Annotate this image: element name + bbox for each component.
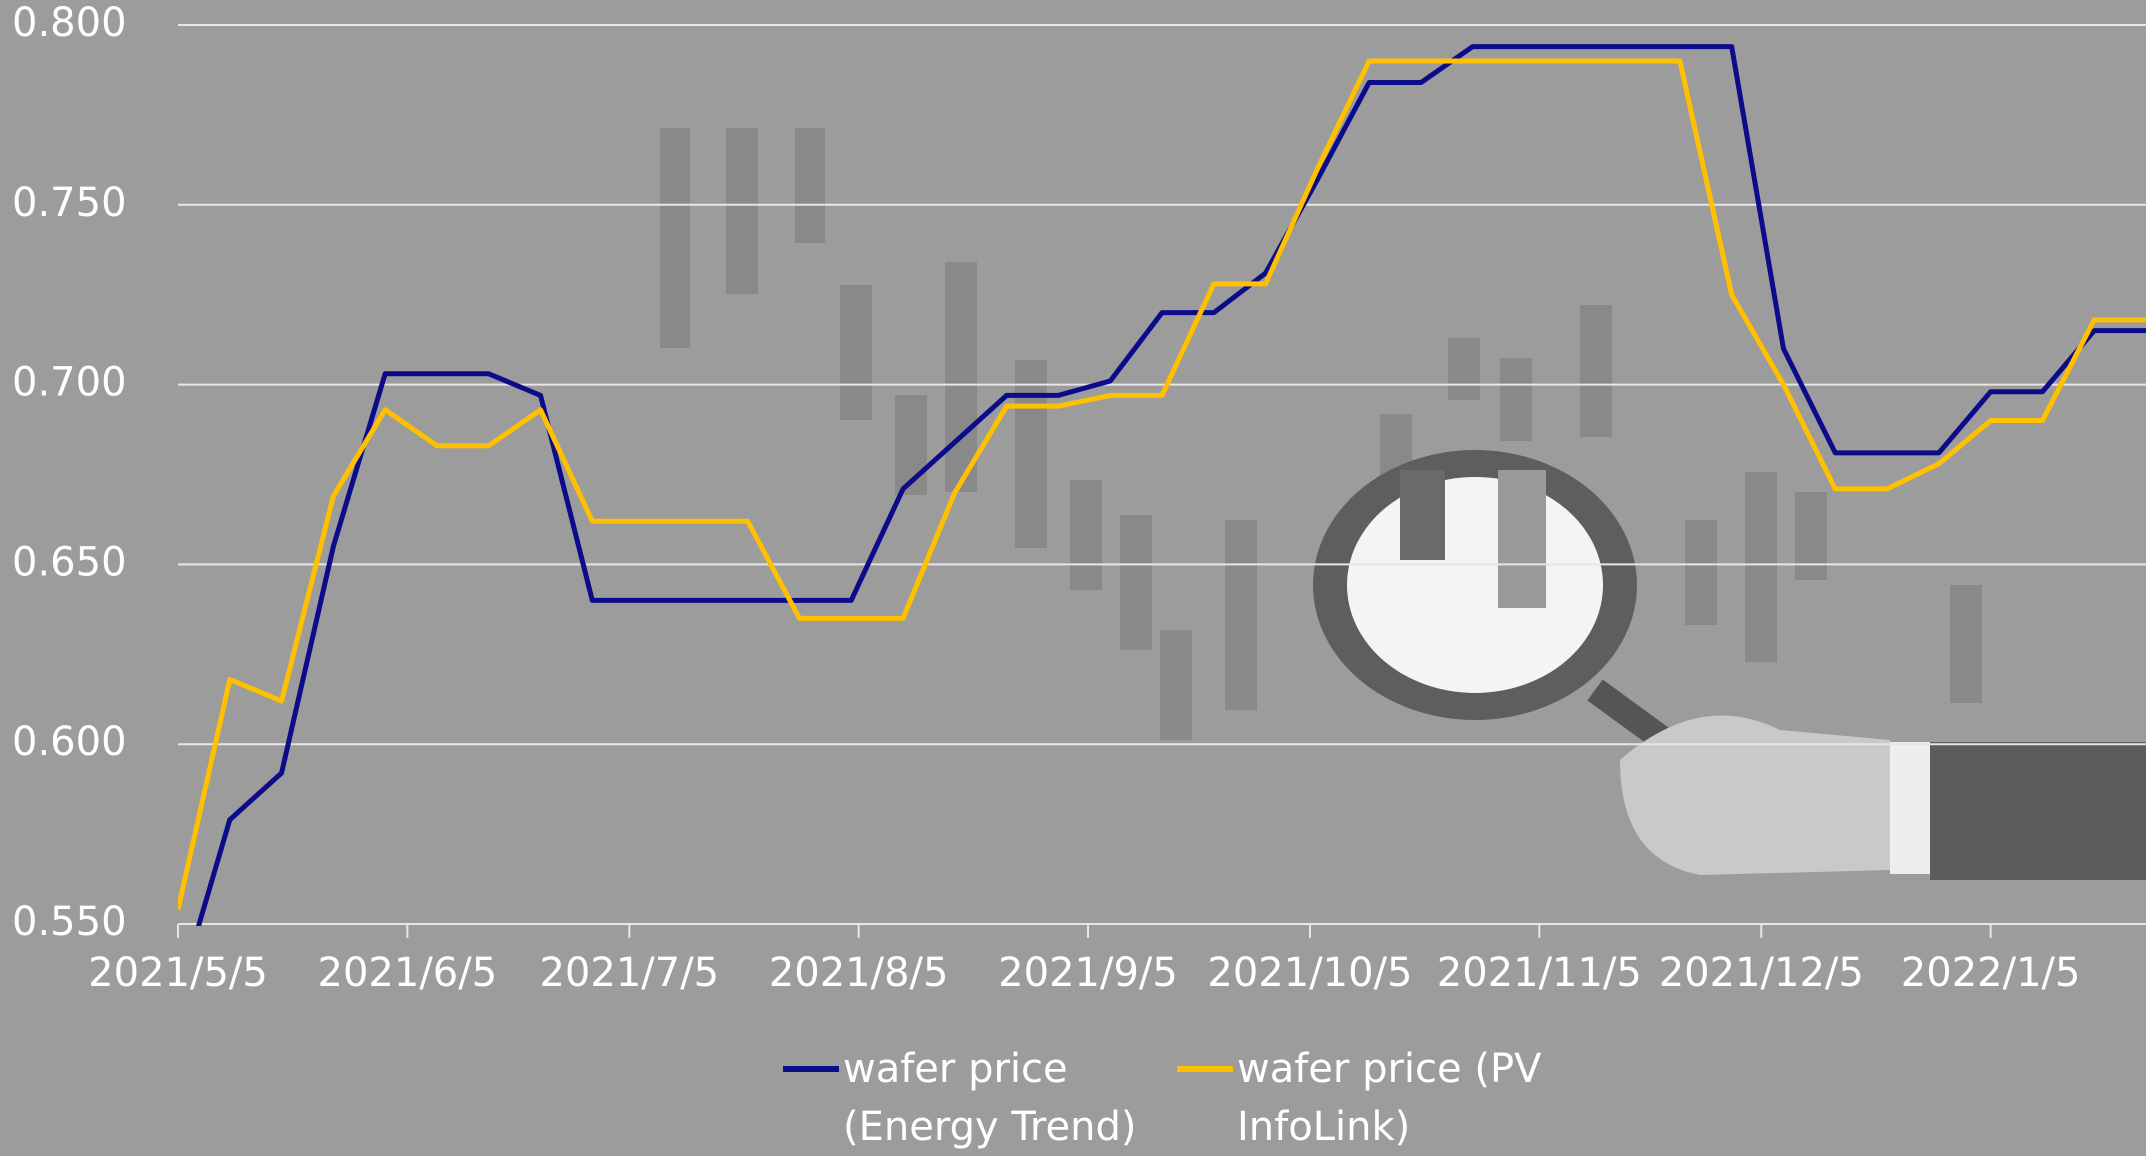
x-tick-label: 2021/12/5 <box>1659 950 1864 996</box>
page: {"chart_data": {"type": "line", "x": ["2… <box>0 0 2146 1150</box>
x-tick-label: 2021/11/5 <box>1437 950 1642 996</box>
legend-label: wafer price (PV InfoLink) <box>1237 1040 1557 1156</box>
x-tick-label: 2022/1/5 <box>1901 950 2081 996</box>
legend-entry: wafer price (Energy Trend) <box>783 1040 1163 1156</box>
y-tick-label: 0.650 <box>12 539 127 585</box>
x-tick-label: 2021/10/5 <box>1207 950 1412 996</box>
x-tick-label: 2021/8/5 <box>769 950 949 996</box>
legend-entry: wafer price (PV InfoLink) <box>1177 1040 1557 1156</box>
legend-label: wafer price (Energy Trend) <box>843 1040 1163 1156</box>
y-tick-label: 0.800 <box>12 0 127 46</box>
x-tick-label: 2021/9/5 <box>998 950 1178 996</box>
y-tick-label: 0.600 <box>12 719 127 765</box>
magnifier-decor <box>1313 450 2146 880</box>
legend-swatch <box>1177 1066 1233 1072</box>
y-tick-label: 0.700 <box>12 360 127 406</box>
x-tick-label: 2021/6/5 <box>318 950 498 996</box>
x-tick-label: 2021/7/5 <box>539 950 719 996</box>
chart: 0.550 0.600 0.650 0.700 0.750 0.800 2021/5/5 20… <box>0 0 2146 1150</box>
y-tick-label: 0.550 <box>12 899 127 945</box>
legend-swatch <box>783 1066 839 1072</box>
x-tick-label: 2021/5/5 <box>88 950 268 996</box>
y-tick-label: 0.750 <box>12 180 127 226</box>
background-decor <box>660 128 1982 740</box>
